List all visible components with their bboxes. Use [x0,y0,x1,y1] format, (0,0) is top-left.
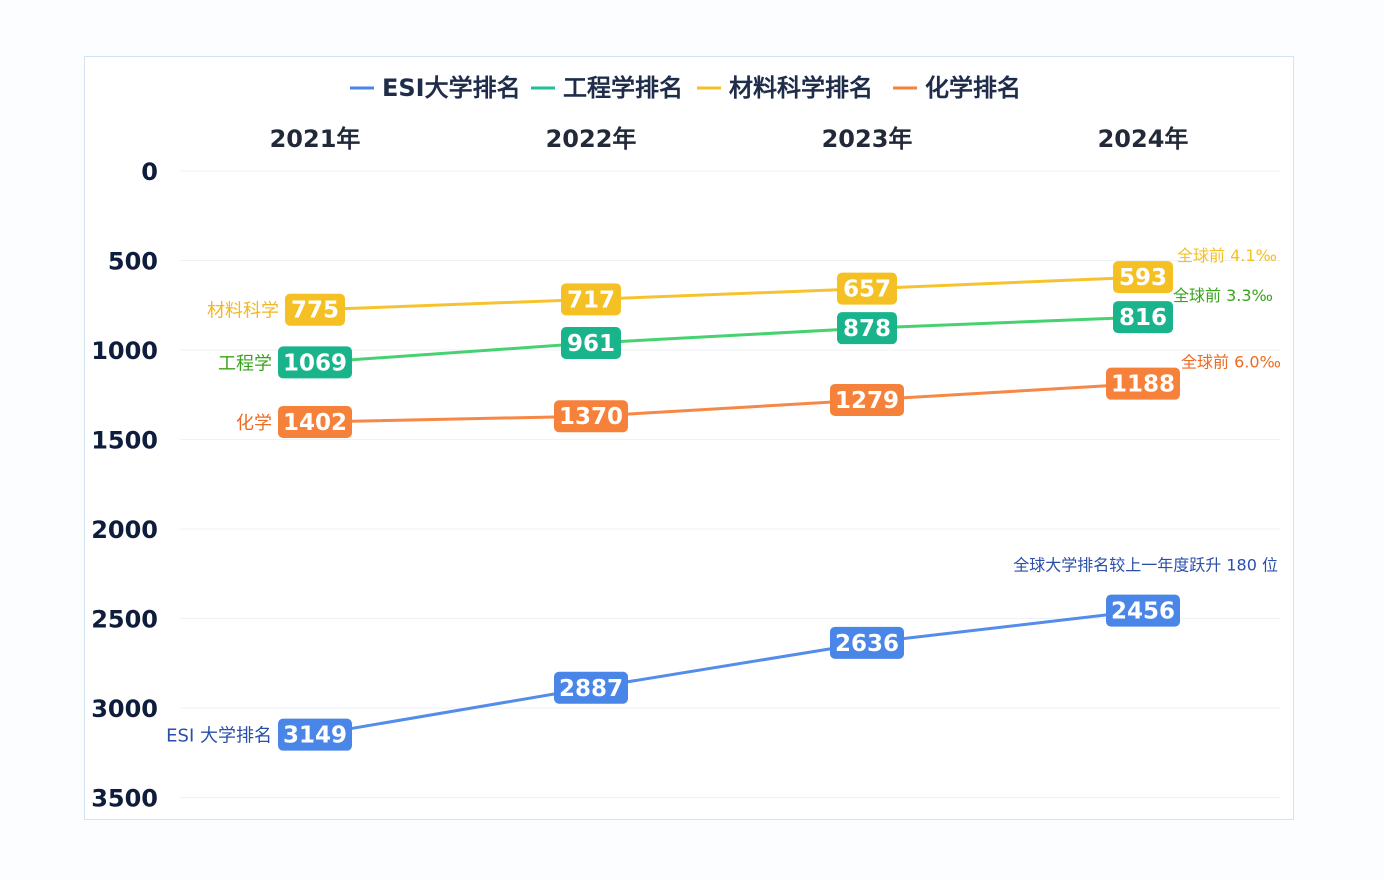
legend-entry: 工程学排名 [563,74,683,102]
series-note: 全球前 3.3‰ [1173,286,1273,305]
legend-entry: ESI大学排名 [382,74,521,102]
series-note: 全球大学排名较上一年度跃升 180 位 [1013,556,1278,575]
x-tick-label: 2022年 [546,125,637,153]
series-line [313,382,1145,424]
data-point-box [1113,301,1173,334]
y-tick-label: 0 [141,158,158,186]
data-label: 2456 [1111,599,1175,625]
y-tick-label: 500 [108,248,158,276]
series-label: 化学 [236,413,272,434]
data-label: 3149 [283,723,347,749]
y-tick-label: 2500 [91,606,158,634]
grid-lines [180,170,1280,798]
data-point-box [285,293,345,326]
data-label: 1370 [559,404,623,430]
data-point-box [554,400,628,433]
data-point-box [554,671,628,704]
legend-entry: 材料科学排名 [729,74,873,102]
y-tick-label: 2000 [91,516,158,544]
data-label: 1069 [283,350,347,376]
series-line [313,315,1145,364]
x-tick-label: 2023年 [822,125,913,153]
data-point-box [278,346,352,379]
data-points: 3149 2887 2636 2456 1069 961 878 816 775 717 657 59… [278,261,1180,751]
data-label: 775 [291,298,339,324]
data-label: 657 [843,277,891,303]
data-point-box [278,405,352,438]
y-tick-label: 1500 [91,427,158,455]
series-labels: ESI 大学排名 全球大学排名较上一年度跃升 180 位 工程学 全球前 3.3‰ 材料… [166,246,1281,747]
legend-entry: 化学排名 [925,74,1021,102]
data-point-box [1113,261,1173,294]
series-lines [313,275,1145,737]
data-label: 2636 [835,631,899,657]
data-label: 816 [1119,305,1167,331]
x-tick-label: 2024年 [1098,125,1189,153]
y-tick-label: 3000 [91,695,158,723]
series-note: 全球前 4.1‰ [1177,246,1277,265]
data-label: 2887 [559,676,623,702]
data-point-box [1106,594,1180,627]
data-label: 961 [567,331,615,357]
data-point-box [837,272,897,305]
data-point-box [837,312,897,345]
data-point-box [278,718,352,751]
data-label: 1279 [835,388,899,414]
series-label: 材料科学 [207,301,279,322]
y-tick-label: 1000 [91,337,158,365]
data-point-box [830,383,904,416]
series-label: ESI 大学排名 [166,726,272,747]
data-point-box [561,283,621,316]
x-axis: 2021年 2022年 2023年 2024年 [270,125,1189,153]
series-label: 工程学 [218,353,272,374]
data-label: 1188 [1111,372,1175,398]
y-tick-label: 3500 [91,785,158,813]
x-tick-label: 2021年 [270,125,361,153]
legend: ESI大学排名 工程学排名 材料科学排名 化学排名 [350,74,1021,102]
series-note: 全球前 6.0‰ [1181,353,1281,372]
data-point-box [1106,367,1180,400]
y-axis: 0 500 1000 1500 2000 2500 3000 3500 [91,158,158,813]
data-label: 717 [567,287,615,313]
series-line [313,609,1145,737]
data-point-box [561,327,621,360]
series-line [313,275,1145,312]
data-label: 878 [843,316,891,342]
data-point-box [830,626,904,659]
data-label: 593 [1119,265,1167,291]
data-label: 1402 [283,410,347,436]
chart-frame [84,56,1294,820]
